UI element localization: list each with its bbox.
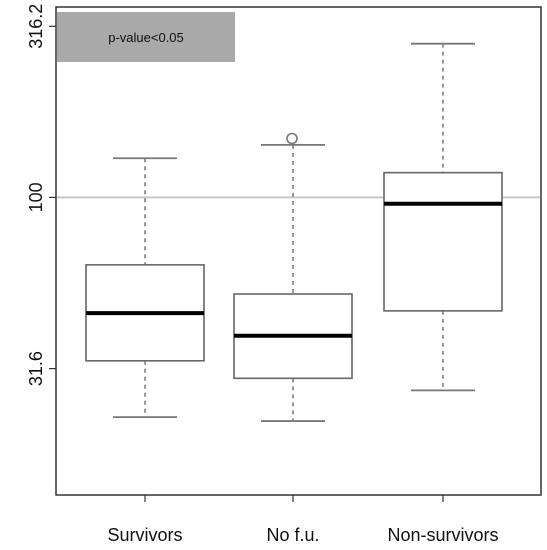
x-tick-label: Non-survivors <box>387 525 498 545</box>
x-tick-label: No f.u. <box>266 525 319 545</box>
box-group <box>85 157 205 419</box>
x-axis: Survivors No f.u. Non-survivors <box>107 495 499 545</box>
x-tick-label: Survivors <box>107 525 182 545</box>
y-axis: 31.6 100 316.2 <box>26 4 56 386</box>
annotation-box <box>57 12 235 62</box>
y-tick-label: 31.6 <box>26 351 46 386</box>
chart-marks <box>85 42 503 422</box>
y-tick-label: 100 <box>26 182 46 212</box>
box-group <box>233 132 353 422</box>
annotation-text: p-value<0.05 <box>108 30 184 45</box>
y-tick-label: 316.2 <box>26 4 46 49</box>
box-group <box>383 42 503 392</box>
plot-frame <box>55 6 542 496</box>
box-iqr <box>383 171 503 312</box>
outlier-point <box>286 132 298 145</box>
